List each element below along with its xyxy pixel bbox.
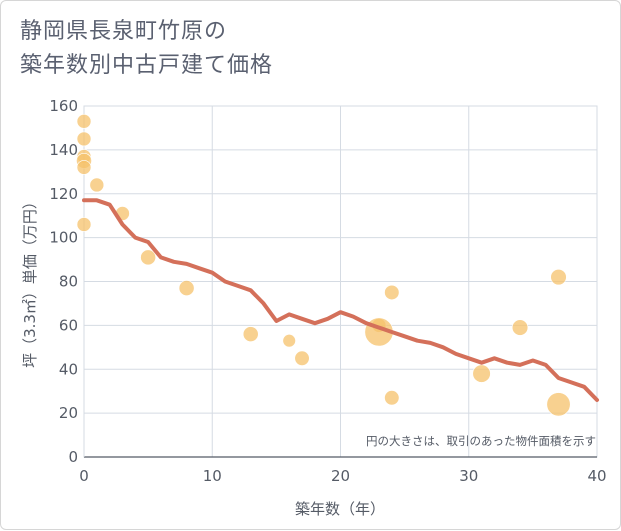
data-bubble — [76, 160, 92, 175]
y-tick-label: 20 — [59, 404, 78, 422]
y-tick-label: 140 — [49, 141, 78, 159]
data-bubble — [178, 280, 195, 296]
data-bubble — [76, 114, 92, 129]
x-tick-label: 10 — [203, 467, 222, 485]
data-bubble — [384, 284, 400, 301]
data-bubble — [282, 334, 296, 348]
chart-title-line-2: 築年数別中古戸建て価格 — [20, 53, 274, 78]
y-tick-label: 80 — [59, 273, 78, 291]
y-axis-ticks: 0 20 40 60 80 100 120 140 160 — [49, 97, 78, 466]
y-tick-label: 40 — [59, 360, 78, 378]
data-bubble — [294, 350, 310, 366]
y-tick-label: 160 — [49, 97, 78, 115]
data-bubble — [76, 217, 92, 232]
chart-grid — [83, 105, 598, 458]
x-tick-label: 0 — [79, 467, 89, 485]
y-tick-label: 120 — [49, 185, 78, 203]
x-axis-ticks: 0 10 20 30 40 — [79, 467, 606, 485]
data-bubble — [242, 326, 259, 343]
bubble-series — [76, 114, 571, 417]
y-tick-label: 0 — [68, 448, 78, 466]
x-axis-label: 築年数（年） — [295, 500, 385, 518]
x-tick-label: 40 — [587, 467, 606, 485]
x-tick-label: 30 — [459, 467, 478, 485]
data-bubble — [472, 364, 491, 383]
y-tick-label: 60 — [59, 316, 78, 334]
data-bubble — [511, 319, 529, 336]
data-bubble — [546, 392, 571, 417]
size-note: 円の大きさは、取引のあった物件面積を示す — [366, 434, 596, 448]
y-tick-label: 100 — [49, 229, 78, 247]
data-bubble — [550, 268, 567, 286]
trend-series — [82, 198, 599, 402]
chart-title-line-1: 静岡県長泉町竹原の — [20, 19, 228, 44]
trend-line — [82, 198, 599, 402]
x-tick-label: 20 — [331, 467, 350, 485]
chart-title: 静岡県長泉町竹原の 築年数別中古戸建て価格 — [20, 15, 273, 83]
data-bubble — [89, 177, 105, 193]
data-bubble — [76, 131, 92, 147]
y-axis-label: 坪（3.3㎡）単価（万円） — [21, 194, 39, 368]
data-bubble — [140, 249, 156, 266]
data-bubble — [384, 390, 400, 406]
